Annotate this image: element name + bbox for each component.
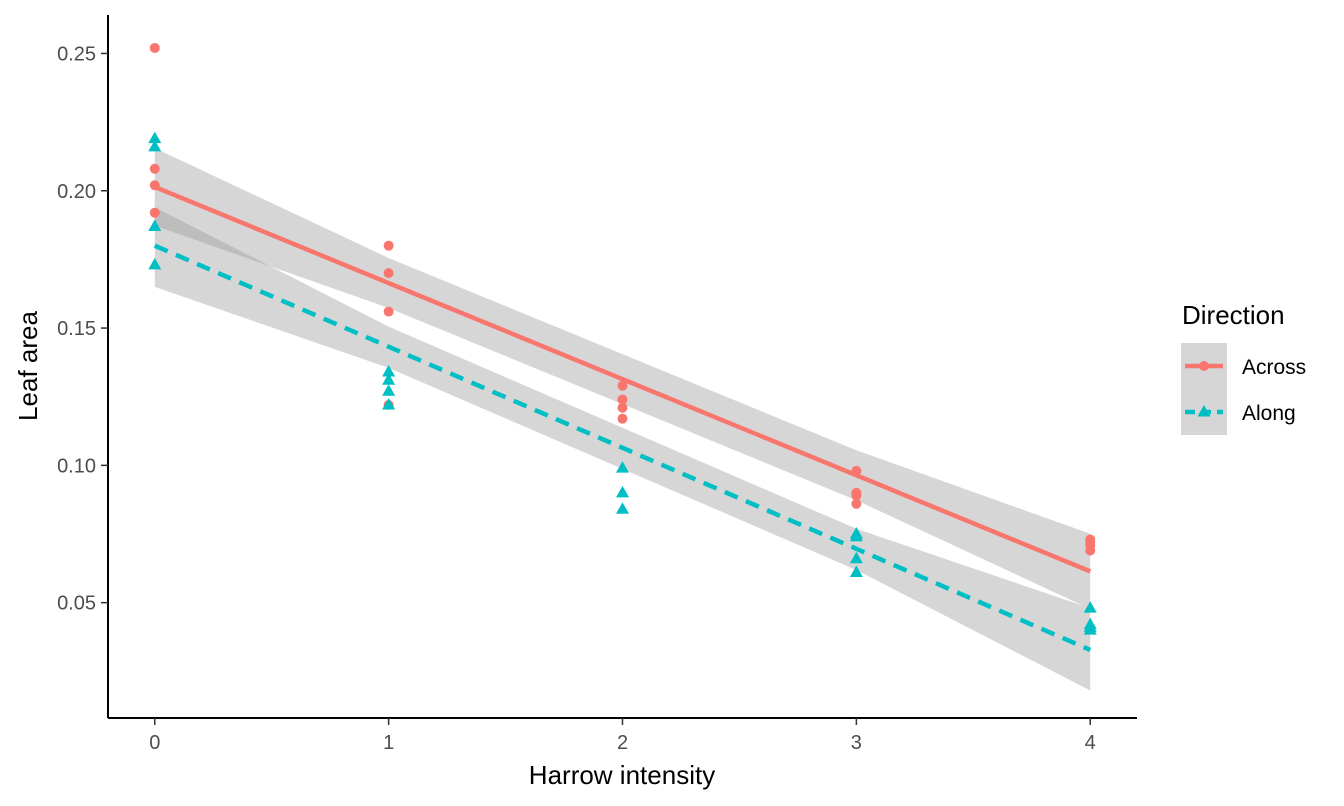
data-point-along [1083, 623, 1097, 635]
y-tick-label: 0.15 [57, 318, 96, 340]
fit-lines [153, 184, 1092, 652]
legend-item-along: Along [1181, 389, 1296, 435]
x-tick-label: 2 [617, 732, 628, 754]
legend-item-across: Across [1181, 343, 1306, 389]
y-tick-label: 0.25 [57, 43, 96, 65]
data-point-along [382, 397, 396, 410]
data-point-across [617, 413, 628, 424]
x-axis-ticks: 0 1 2 3 4 [149, 718, 1096, 754]
data-points [148, 42, 1097, 635]
y-tick-label: 0.20 [57, 181, 96, 203]
data-point-across [383, 306, 394, 317]
data-point-along [849, 551, 863, 564]
data-point-along [616, 502, 629, 514]
x-axis-title: Harrow intensity [529, 760, 715, 790]
fit-line-across [153, 184, 1092, 574]
data-point-across [149, 42, 160, 53]
data-point-across [617, 402, 628, 413]
data-point-across [851, 498, 862, 509]
data-point-along [382, 384, 396, 396]
data-point-along [148, 139, 162, 152]
data-point-across [617, 380, 628, 391]
legend-title: Direction [1182, 300, 1285, 330]
y-axis-ticks: 0.05 0.10 0.15 0.20 0.25 [57, 43, 108, 615]
data-point-along [382, 373, 396, 385]
data-point-along [148, 131, 162, 144]
x-tick-label: 4 [1085, 732, 1096, 754]
data-point-along [382, 364, 396, 377]
data-point-along [849, 529, 863, 542]
legend-label: Along [1242, 402, 1296, 425]
axes: 0 1 2 3 4 0.05 0.10 0.15 0.20 0.25 Harrow intens… [13, 15, 1137, 790]
data-point-along [616, 485, 629, 498]
data-point-across [383, 240, 394, 251]
data-point-across [149, 163, 160, 174]
data-point-along [148, 219, 162, 231]
x-tick-label: 1 [383, 732, 394, 754]
legend: Direction Across Along [1181, 300, 1306, 435]
legend-label: Across [1242, 356, 1306, 379]
plot-area [148, 42, 1097, 691]
data-point-across [851, 490, 862, 501]
x-tick-label: 0 [149, 732, 160, 754]
data-point-along [616, 461, 629, 473]
x-tick-label: 3 [851, 732, 862, 754]
data-point-across [617, 394, 628, 405]
legend-key-marker [1199, 361, 1209, 371]
legend-key-marker [1197, 405, 1211, 417]
data-point-across [1085, 545, 1096, 556]
data-point-along [148, 257, 162, 270]
data-point-along [1083, 601, 1097, 613]
y-tick-label: 0.05 [57, 593, 96, 615]
data-point-across [851, 465, 862, 476]
fit-line-along [153, 243, 1092, 652]
data-point-along [849, 565, 863, 577]
data-point-across [383, 268, 394, 279]
data-point-across [149, 180, 160, 191]
y-tick-label: 0.10 [57, 455, 96, 477]
data-point-across [149, 207, 160, 218]
y-axis-title: Leaf area [13, 311, 43, 421]
